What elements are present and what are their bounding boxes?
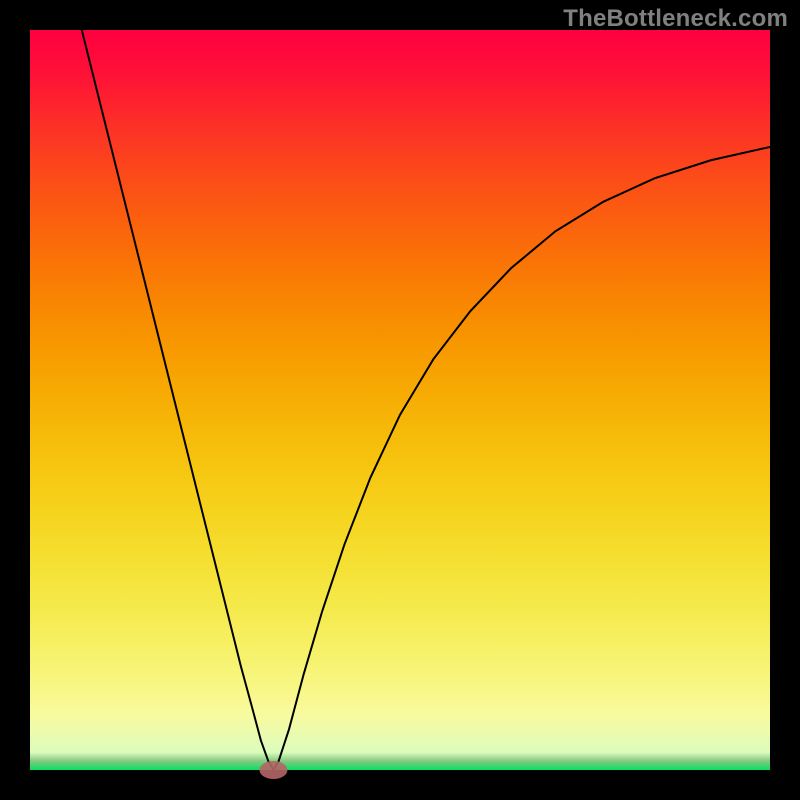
figure-root: TheBottleneck.com (0, 0, 800, 800)
plot-background (30, 30, 770, 770)
bottleneck-chart (0, 0, 800, 800)
minimum-marker (259, 761, 287, 779)
watermark-text: TheBottleneck.com (563, 5, 788, 33)
